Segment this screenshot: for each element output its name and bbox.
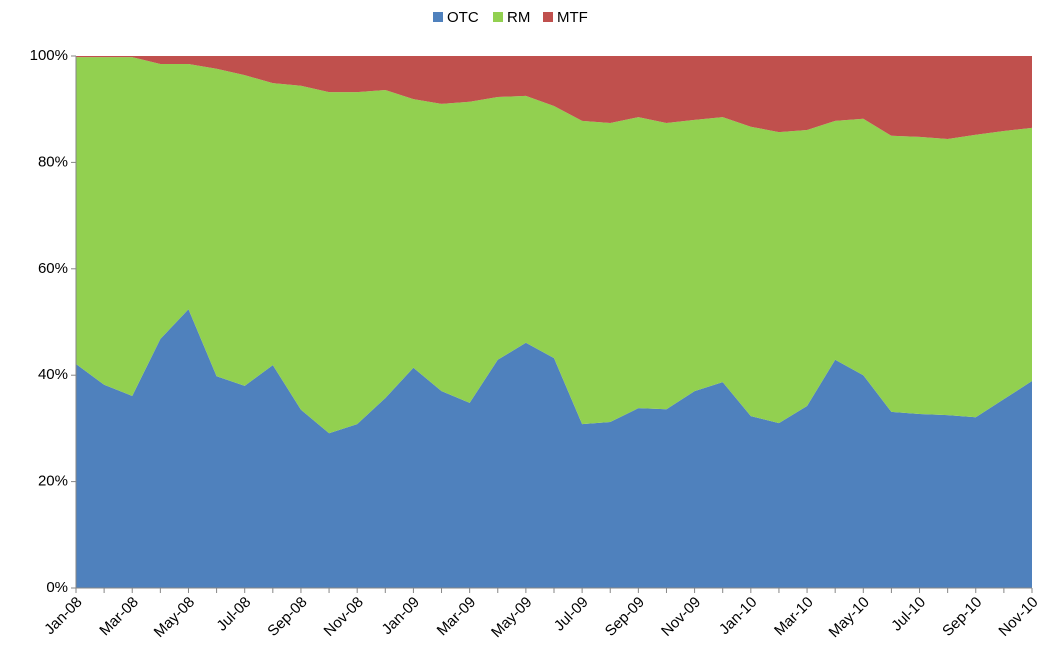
- legend-label: OTC: [447, 9, 479, 26]
- x-tick-label: Nov-08: [321, 594, 367, 640]
- x-tick-label: May-08: [151, 594, 198, 641]
- x-tick-label: Jan-10: [716, 594, 760, 638]
- x-tick-label: Mar-09: [434, 594, 480, 640]
- area: [76, 56, 1032, 139]
- y-tick-label: 20%: [38, 473, 68, 490]
- area: [76, 57, 1032, 434]
- legend-label: RM: [507, 9, 530, 26]
- x-tick-label: May-09: [488, 594, 535, 641]
- y-tick-label: 40%: [38, 366, 68, 383]
- x-tick-label: Sep-08: [264, 594, 310, 640]
- x-tick-label: May-10: [826, 594, 873, 641]
- y-tick-label: 80%: [38, 153, 68, 170]
- y-tick-label: 0%: [46, 579, 68, 596]
- legend-swatch: [433, 12, 443, 22]
- x-tick-label: Sep-10: [939, 594, 985, 640]
- legend-swatch: [543, 12, 553, 22]
- x-tick-label: Jan-09: [379, 594, 423, 638]
- x-tick-label: Mar-08: [96, 594, 142, 640]
- x-tick-label: Jan-08: [41, 594, 85, 638]
- legend-label: MTF: [557, 9, 588, 26]
- x-tick-label: Nov-09: [658, 594, 704, 640]
- y-tick-label: 60%: [38, 260, 68, 277]
- x-tick-label: Jul-08: [213, 594, 254, 635]
- x-tick-label: Mar-10: [771, 594, 817, 640]
- area: [76, 309, 1032, 588]
- legend-swatch: [493, 12, 503, 22]
- x-tick-label: Jul-09: [551, 594, 592, 635]
- x-tick-label: Jul-10: [888, 594, 929, 635]
- x-tick-label: Nov-10: [995, 594, 1037, 640]
- x-tick-label: Sep-09: [602, 594, 648, 640]
- y-tick-label: 100%: [30, 47, 68, 64]
